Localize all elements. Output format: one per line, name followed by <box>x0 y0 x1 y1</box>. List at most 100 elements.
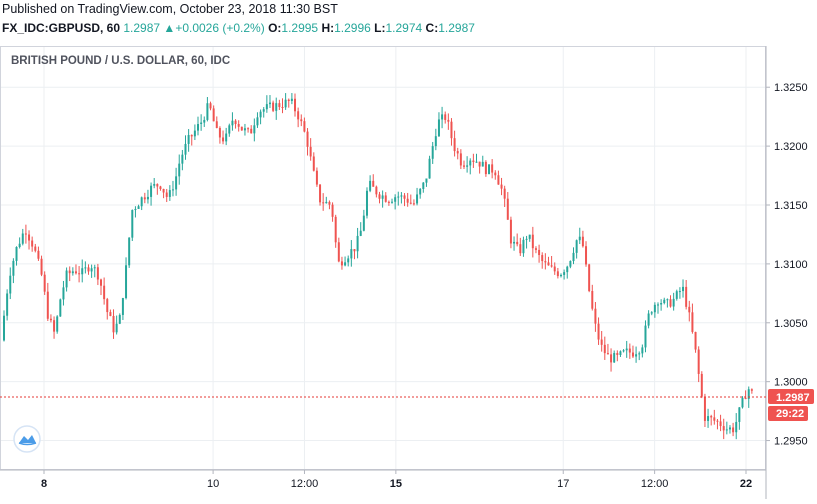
candle-body <box>588 264 591 291</box>
candle <box>400 192 403 204</box>
candle <box>394 194 397 210</box>
plot-border <box>0 46 766 470</box>
candle-body <box>541 255 544 262</box>
high-label: H: <box>321 21 335 35</box>
price-tick-label: 1.3250 <box>774 82 808 94</box>
chart-frame[interactable]: 1.3250 1.3200 1.3150 1.3100 1.3050 1.3000 1.29… <box>0 46 817 499</box>
candle-body <box>547 262 550 266</box>
candle <box>31 236 34 252</box>
published-caption: Published on TradingView.com, October 23… <box>2 2 338 16</box>
time-tick-label: 15 <box>390 478 402 490</box>
candle-body <box>741 397 744 408</box>
candle-body <box>647 313 650 326</box>
candle-body <box>519 244 522 254</box>
candle <box>509 216 512 249</box>
candle <box>616 350 619 362</box>
price-axis[interactable]: 1.3250 1.3200 1.3150 1.3100 1.3050 1.3000 1.29… <box>766 82 808 448</box>
candle <box>425 178 428 187</box>
candle-body <box>525 238 528 240</box>
candle <box>688 300 691 322</box>
candle-body <box>325 201 328 204</box>
candle <box>397 191 400 206</box>
candle <box>447 113 450 130</box>
candle <box>9 267 12 300</box>
candle-body <box>53 320 56 332</box>
candle <box>741 396 744 409</box>
candle <box>134 206 137 218</box>
candle-body <box>369 180 372 191</box>
candle <box>503 185 506 207</box>
candle <box>619 350 622 357</box>
candle-body <box>265 104 268 110</box>
candle <box>378 191 381 204</box>
candle <box>678 287 681 299</box>
tradingview-cloud-icon[interactable] <box>13 425 41 453</box>
candle <box>534 246 537 254</box>
candle-body <box>240 126 243 131</box>
candle-body <box>93 267 96 269</box>
candle <box>628 343 631 359</box>
candle-body <box>672 298 675 307</box>
candle-body <box>84 267 87 269</box>
candle-body <box>200 122 203 125</box>
candlestick-chart[interactable]: 1.3250 1.3200 1.3150 1.3100 1.3050 1.3000 1.29… <box>0 46 817 499</box>
candle <box>453 130 456 157</box>
candle-body <box>538 249 541 256</box>
candle-body <box>140 197 143 207</box>
candle <box>21 228 24 246</box>
candle-body <box>459 153 462 166</box>
candle-body <box>112 316 115 333</box>
candle-body <box>181 154 184 164</box>
candle-body <box>484 161 487 175</box>
candle-body <box>150 185 153 197</box>
time-axis[interactable]: 8 10 12:00 15 17 12:00 22 <box>41 470 752 490</box>
candle <box>193 124 196 141</box>
candle-body <box>234 120 237 125</box>
candle-body <box>203 119 206 123</box>
candle <box>459 149 462 170</box>
candle-body <box>682 286 685 292</box>
candle-body <box>660 303 663 305</box>
candle <box>437 112 440 137</box>
candle-body <box>434 136 437 147</box>
candle-body <box>231 120 234 126</box>
candle-body <box>162 188 165 193</box>
candle-body <box>606 353 609 355</box>
candle-body <box>478 161 481 167</box>
candle <box>237 120 240 132</box>
candle-body <box>497 175 500 185</box>
candle-body <box>559 274 562 277</box>
candle <box>675 289 678 301</box>
price-change: +0.0026 (+0.2%) <box>175 21 265 35</box>
candle-body <box>334 216 337 243</box>
candle <box>660 299 663 311</box>
candle <box>516 233 519 247</box>
candle <box>713 409 716 425</box>
candle-body <box>691 312 694 332</box>
candle-body <box>669 299 672 307</box>
candle <box>24 224 27 244</box>
candle-body <box>218 127 221 138</box>
candle-body <box>197 124 200 131</box>
candle-body <box>688 306 691 313</box>
candle <box>441 106 444 129</box>
chart-header: Published on TradingView.com, October 23… <box>0 0 817 46</box>
candle-body <box>431 146 434 159</box>
price-tick-label: 1.3200 <box>774 141 808 153</box>
candle-body <box>384 195 387 202</box>
candle <box>37 246 40 261</box>
candle-body <box>578 236 581 241</box>
candle-body <box>441 114 444 120</box>
candle-body <box>134 209 137 211</box>
candle-body <box>447 119 450 122</box>
candle-body <box>344 262 347 266</box>
candle <box>68 266 71 282</box>
candle <box>200 114 203 131</box>
candle-body <box>81 268 84 275</box>
candle <box>84 261 87 274</box>
candle-body <box>90 268 93 272</box>
symbol-label: FX_IDC:GBPUSD, 60 <box>2 21 121 35</box>
candle <box>356 227 359 259</box>
candle <box>719 414 722 432</box>
candle <box>203 116 206 127</box>
